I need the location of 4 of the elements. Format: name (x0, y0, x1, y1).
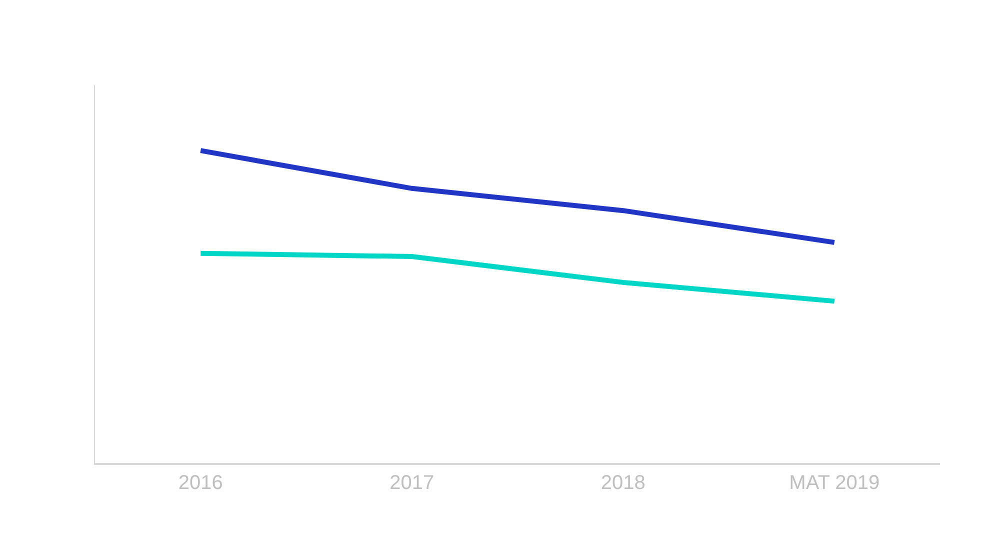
x-tick-label: 2016 (178, 472, 223, 494)
x-tick-label: MAT 2019 (789, 472, 880, 494)
x-tick-label: 2017 (390, 472, 434, 494)
x-tick-label: 2018 (600, 472, 646, 494)
